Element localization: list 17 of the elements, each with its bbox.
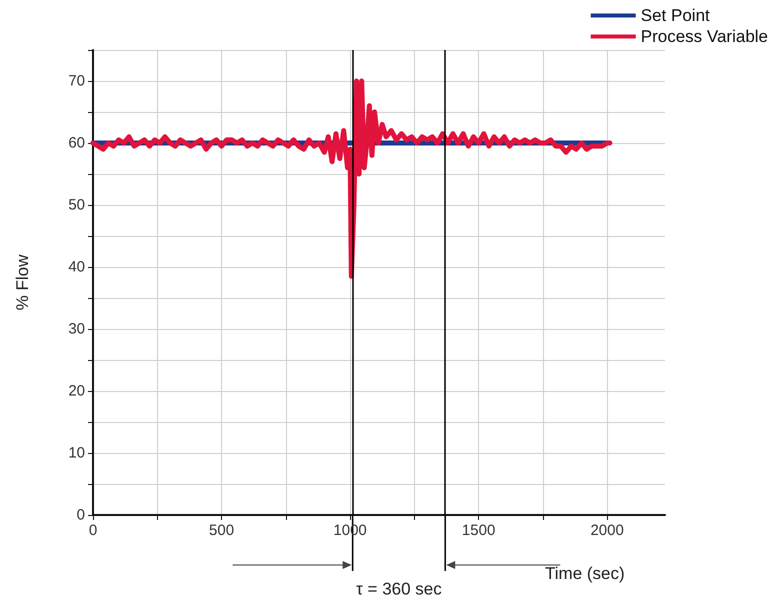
x-tick-label: 1500 (462, 522, 496, 539)
x-tick-label: 500 (209, 522, 234, 539)
text: τ = 360 sec (356, 580, 442, 598)
y-tick-label: 20 (68, 382, 85, 400)
legend-label: Process Variable (640, 27, 768, 46)
y-axis-title: % Flow (13, 254, 32, 310)
y-tick-label: 70 (68, 72, 85, 90)
legend-label: Set Point (640, 6, 710, 25)
y-tick-label: 50 (68, 196, 85, 214)
x-tick-label: 0 (88, 522, 98, 539)
y-tick-label: 0 (76, 506, 85, 524)
y-tick-label: 10 (68, 444, 85, 462)
y-tick-label: 40 (68, 258, 85, 276)
y-tick-label: 30 (68, 320, 85, 338)
x-axis-title: Time (sec) (545, 564, 625, 583)
y-tick-label: 60 (68, 134, 85, 152)
x-tick-label: 2000 (590, 522, 624, 539)
